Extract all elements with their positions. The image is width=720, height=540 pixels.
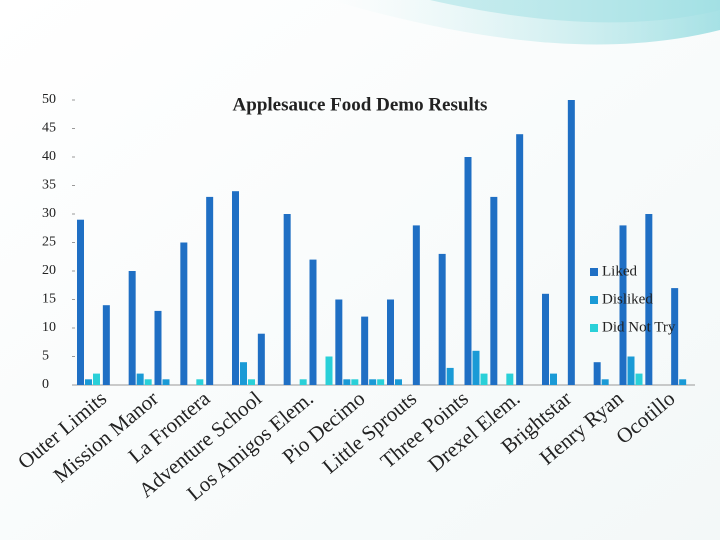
bar <box>542 293 549 385</box>
y-tick-label: 10 <box>42 320 56 335</box>
bar <box>325 356 333 385</box>
bar <box>438 253 446 385</box>
legend-label: Liked <box>602 263 637 279</box>
bar <box>627 356 635 385</box>
y-tick-label: 5 <box>42 349 49 364</box>
bar <box>232 191 239 385</box>
bar <box>550 373 557 385</box>
bar <box>490 196 498 385</box>
legend-swatch <box>590 324 598 332</box>
bar <box>240 362 247 385</box>
bar <box>480 373 488 385</box>
y-tick-label: 30 <box>42 206 56 221</box>
y-tick-label: 35 <box>42 178 56 193</box>
bar <box>85 379 92 385</box>
bar <box>446 367 454 385</box>
chart-title: Applesauce Food Demo Results <box>233 94 488 115</box>
bar <box>335 299 343 385</box>
bar <box>206 196 214 385</box>
bar <box>343 379 351 385</box>
bar <box>601 379 609 385</box>
y-tick-label: 25 <box>42 235 56 250</box>
bar <box>257 333 265 385</box>
bar <box>283 214 291 385</box>
bar <box>377 379 385 385</box>
bar <box>128 271 136 385</box>
legend-label: Disliked <box>602 291 653 307</box>
bar <box>93 373 100 385</box>
legend-swatch <box>590 268 598 276</box>
bar <box>671 288 679 385</box>
bar <box>619 225 627 385</box>
bar <box>387 299 394 385</box>
bar <box>395 379 402 385</box>
y-tick-label: 0 <box>42 377 49 392</box>
bar <box>248 379 255 385</box>
bar <box>136 373 144 385</box>
bar <box>144 379 152 385</box>
bar <box>162 379 170 385</box>
bar <box>351 379 359 385</box>
y-tick-label: 45 <box>42 121 56 136</box>
y-tick-label: 20 <box>42 263 56 278</box>
bar <box>299 379 307 385</box>
bar <box>472 350 480 385</box>
y-tick-label: 50 <box>42 92 56 107</box>
legend-label: Did Not Try <box>602 319 676 335</box>
bar <box>77 219 84 385</box>
bar <box>369 379 377 385</box>
bar <box>154 310 162 385</box>
bar <box>516 134 524 385</box>
bar <box>412 225 420 385</box>
bar <box>679 379 687 385</box>
bar <box>102 305 110 385</box>
bar <box>506 373 514 385</box>
bar <box>180 242 188 385</box>
bar <box>309 259 317 385</box>
y-tick-label: 40 <box>42 149 56 164</box>
bar <box>361 316 369 385</box>
y-tick-label: 15 <box>42 292 56 307</box>
bar <box>464 157 472 385</box>
bar <box>635 373 643 385</box>
decoration <box>430 0 720 23</box>
bar <box>196 379 204 385</box>
legend-swatch <box>590 296 598 304</box>
bar <box>593 362 601 385</box>
bar <box>567 100 575 385</box>
bar <box>645 214 653 385</box>
